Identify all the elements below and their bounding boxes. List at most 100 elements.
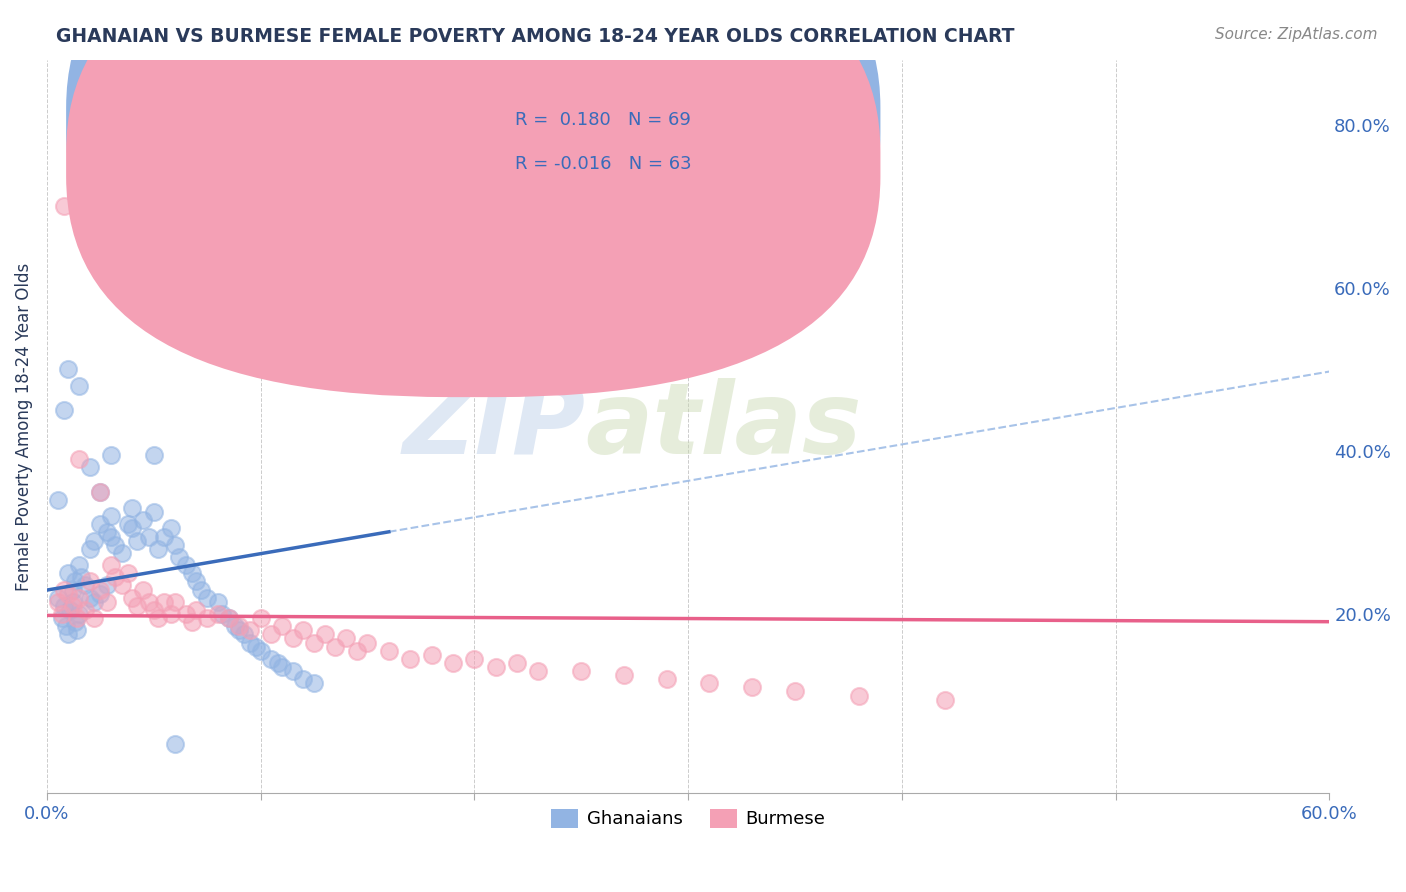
Point — [160, 607, 183, 621]
FancyBboxPatch shape — [419, 81, 803, 192]
Point — [75, 603, 97, 617]
Point — [292, 672, 315, 686]
Point — [132, 513, 155, 527]
Text: Source: ZipAtlas.com: Source: ZipAtlas.com — [1215, 27, 1378, 42]
Point — [783, 684, 806, 698]
Point — [356, 635, 378, 649]
Point — [62, 582, 84, 597]
Point — [138, 529, 160, 543]
Point — [46, 591, 69, 605]
Point — [79, 591, 101, 605]
Point — [79, 460, 101, 475]
Point — [67, 452, 90, 467]
Point — [46, 492, 69, 507]
Point — [142, 448, 165, 462]
Point — [66, 611, 89, 625]
Point — [70, 570, 93, 584]
Point — [58, 362, 80, 376]
Point — [104, 538, 127, 552]
Point — [104, 570, 127, 584]
Point — [302, 676, 325, 690]
Text: ZIP: ZIP — [402, 378, 585, 475]
Point — [741, 681, 763, 695]
Point — [245, 640, 267, 654]
Point — [111, 546, 134, 560]
Point — [218, 611, 240, 625]
Point — [53, 403, 76, 417]
Point — [153, 529, 176, 543]
Point — [207, 595, 229, 609]
Point — [228, 619, 250, 633]
Legend: Ghanaians, Burmese: Ghanaians, Burmese — [543, 802, 832, 836]
Point — [232, 627, 254, 641]
Point — [67, 378, 90, 392]
Point — [186, 574, 208, 589]
Point — [335, 632, 357, 646]
Point — [63, 574, 86, 589]
Point — [58, 586, 80, 600]
Point — [239, 635, 262, 649]
Point — [117, 517, 139, 532]
Text: R =  0.180   N = 69: R = 0.180 N = 69 — [515, 111, 690, 128]
Point — [249, 611, 271, 625]
FancyBboxPatch shape — [66, 0, 880, 397]
Point — [267, 656, 290, 670]
Point — [100, 448, 122, 462]
Point — [53, 599, 76, 613]
Point — [699, 676, 721, 690]
Point — [195, 591, 218, 605]
Point — [228, 624, 250, 638]
Point — [96, 525, 118, 540]
Point — [89, 484, 111, 499]
Point — [79, 541, 101, 556]
Point — [66, 624, 89, 638]
Point — [46, 595, 69, 609]
Point — [346, 643, 368, 657]
Point — [59, 603, 82, 617]
Point — [420, 648, 443, 662]
Point — [378, 643, 401, 657]
Point — [89, 517, 111, 532]
Point — [169, 549, 191, 564]
Point — [121, 591, 143, 605]
Point — [195, 611, 218, 625]
Point — [271, 660, 294, 674]
Point — [55, 619, 77, 633]
Point — [51, 607, 73, 621]
Point — [441, 656, 464, 670]
Point — [153, 595, 176, 609]
Point — [83, 595, 105, 609]
Point — [89, 582, 111, 597]
Point — [281, 632, 304, 646]
Point — [125, 533, 148, 548]
Point — [613, 668, 636, 682]
Point — [174, 558, 197, 572]
Point — [146, 541, 169, 556]
Point — [79, 574, 101, 589]
Point — [165, 595, 187, 609]
Point — [96, 595, 118, 609]
Point — [302, 635, 325, 649]
Point — [160, 521, 183, 535]
Point — [53, 582, 76, 597]
Point — [62, 599, 84, 613]
Point — [100, 529, 122, 543]
Point — [934, 692, 956, 706]
Point — [325, 640, 347, 654]
Point — [58, 627, 80, 641]
Point — [224, 619, 246, 633]
Point — [239, 624, 262, 638]
Point — [89, 586, 111, 600]
Point — [83, 533, 105, 548]
Y-axis label: Female Poverty Among 18-24 Year Olds: Female Poverty Among 18-24 Year Olds — [15, 262, 32, 591]
Point — [142, 505, 165, 519]
Point — [848, 689, 870, 703]
Point — [218, 611, 240, 625]
Point — [96, 578, 118, 592]
Point — [67, 558, 90, 572]
Point — [281, 664, 304, 678]
Point — [174, 607, 197, 621]
Point — [89, 484, 111, 499]
Point — [181, 615, 204, 629]
Point — [463, 652, 485, 666]
